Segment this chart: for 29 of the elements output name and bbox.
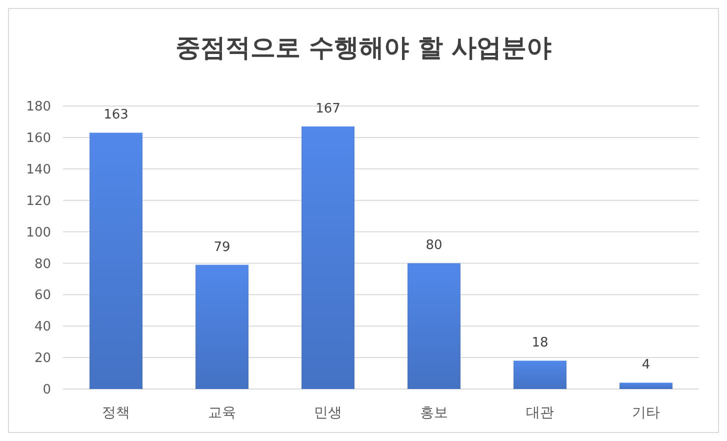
data-label: 80 — [426, 238, 442, 254]
bar — [302, 126, 354, 389]
data-label: 79 — [214, 240, 230, 255]
y-tick-label: 100 — [26, 225, 51, 240]
chart-title: 중점적으로 수행해야 할 사업분야 — [175, 33, 552, 62]
x-tick-label: 대관 — [526, 405, 554, 421]
data-label: 4 — [642, 358, 650, 373]
y-tick-label: 20 — [34, 351, 51, 366]
data-label: 18 — [532, 336, 548, 351]
data-label: 167 — [316, 101, 340, 116]
y-tick-label: 180 — [26, 100, 51, 115]
bar — [620, 382, 672, 389]
y-tick-label: 60 — [34, 288, 51, 304]
y-tick-label: 80 — [34, 256, 51, 272]
bar — [408, 263, 460, 389]
x-tick-label: 홍보 — [420, 405, 448, 421]
y-tick-label: 140 — [26, 162, 51, 178]
bar — [196, 264, 248, 389]
bar — [90, 132, 142, 389]
x-tick-label: 교육 — [208, 405, 236, 421]
y-tick-label: 40 — [34, 320, 51, 335]
bar — [514, 360, 566, 389]
y-tick-label: 0 — [42, 382, 51, 398]
x-tick-label: 민생 — [314, 405, 342, 421]
y-tick-label: 120 — [26, 194, 51, 209]
data-label: 163 — [104, 108, 128, 123]
x-tick-label: 기타 — [632, 405, 660, 421]
x-tick-label: 정책 — [102, 405, 130, 421]
y-tick-label: 160 — [26, 130, 51, 146]
